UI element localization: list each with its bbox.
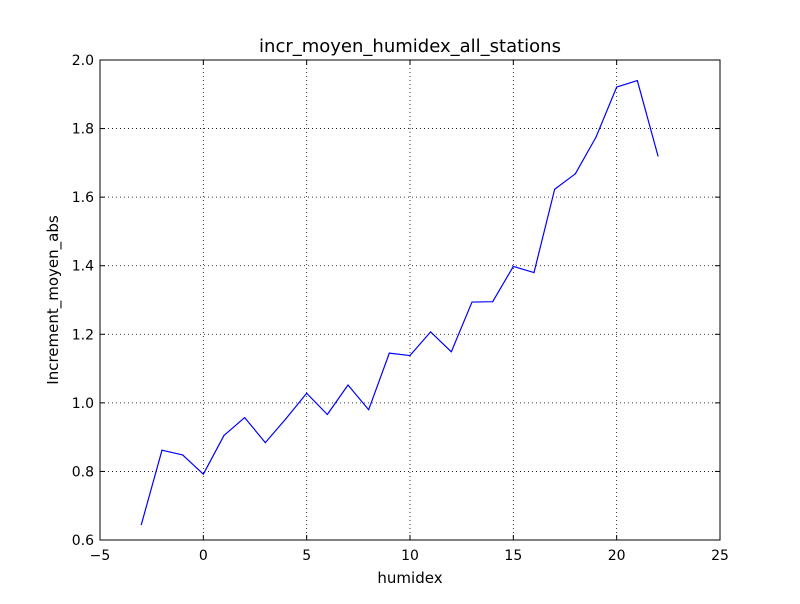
y-tick-label: 1.6 (72, 190, 94, 206)
data-point (161, 449, 163, 451)
y-tick-label: 1.2 (72, 327, 94, 343)
x-axis-label: humidex (377, 569, 442, 587)
series-line (140, 79, 659, 525)
data-point (409, 354, 411, 357)
data-point (595, 136, 597, 138)
x-tick-label: 25 (711, 548, 729, 564)
x-tick-label: 5 (302, 548, 311, 564)
data-point (430, 331, 432, 333)
data-point (636, 79, 638, 82)
series-layer (140, 79, 659, 526)
axis-ticks: −5 0 5 10 15 20 25 0.6 0.8 1.0 1.2 1.4 1.6 1.8 2.0 (72, 53, 729, 564)
chart-title: incr_moyen_humidex_all_stations (259, 36, 561, 57)
y-tick-label: 0.8 (72, 464, 94, 480)
data-point (285, 418, 287, 420)
y-tick-label: 2.0 (72, 53, 94, 69)
data-point (264, 442, 266, 444)
data-point (533, 271, 535, 274)
data-point (306, 392, 308, 394)
data-point (223, 434, 225, 437)
data-point (182, 454, 184, 456)
x-tick-label: 15 (504, 548, 522, 564)
x-tick-label: 10 (401, 548, 419, 564)
y-axis-label: Increment_moyen_abs (44, 215, 63, 385)
x-tick-label: 0 (199, 548, 208, 564)
data-point (554, 188, 556, 190)
data-point (140, 523, 142, 526)
data-point (202, 473, 204, 475)
data-point (368, 409, 370, 411)
x-tick-label: 20 (608, 548, 626, 564)
y-tick-label: 1.0 (72, 396, 94, 412)
y-tick-label: 1.8 (72, 122, 94, 138)
grid-lines (100, 60, 720, 540)
y-tick-label: 1.4 (72, 259, 94, 275)
data-point (347, 384, 349, 386)
data-point (326, 413, 328, 416)
data-point (450, 351, 452, 353)
data-point (471, 301, 473, 303)
data-point (492, 301, 494, 303)
data-point (388, 352, 390, 354)
data-point (616, 86, 618, 88)
data-point (512, 265, 514, 267)
data-point (657, 155, 659, 157)
data-point (244, 417, 246, 419)
y-tick-label: 0.6 (72, 533, 94, 549)
x-tick-label: −5 (90, 548, 111, 564)
data-point (574, 173, 576, 175)
